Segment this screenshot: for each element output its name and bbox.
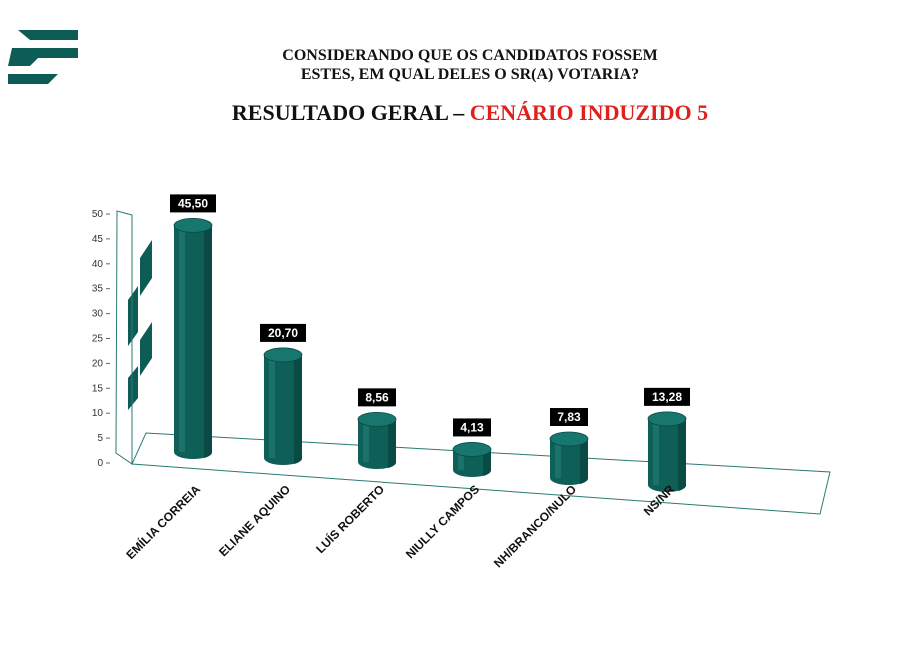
- data-label-bg: [453, 418, 491, 437]
- chart-axes: 0 5 10 15 20 25 30 35 40 45 50: [92, 209, 831, 515]
- bar: [173, 218, 213, 459]
- bar-shadow: [678, 418, 687, 491]
- wall-logo-mark-4: [128, 366, 138, 410]
- bar-body: [550, 439, 588, 485]
- data-label: 45,50: [178, 196, 208, 210]
- bar-shadow: [580, 439, 589, 484]
- bar: [647, 411, 687, 492]
- bar-top: [173, 218, 213, 233]
- wall-logo-mark-2: [128, 286, 138, 346]
- data-label-bg: [644, 387, 690, 406]
- y-tick-label: 35: [92, 284, 104, 295]
- category-label: ELIANE AQUINO: [216, 482, 293, 559]
- bar-body: [358, 419, 396, 469]
- chart-bars: [173, 218, 687, 492]
- result-title: RESULTADO GERAL – CENÁRIO INDUZIDO 5: [150, 100, 790, 126]
- bar-highlight: [179, 225, 185, 452]
- data-label-bg: [170, 194, 216, 213]
- bar: [549, 431, 589, 485]
- bar-shadow: [294, 354, 303, 464]
- question-title: CONSIDERANDO QUE OS CANDIDATOS FOSSEM ES…: [200, 46, 740, 84]
- y-tick-label: 50: [92, 209, 104, 220]
- bar-body: [453, 449, 491, 477]
- question-line-1: CONSIDERANDO QUE OS CANDIDATOS FOSSEM: [282, 47, 658, 64]
- bar-top: [452, 442, 492, 457]
- category-label: LUÍS ROBERTO: [313, 482, 388, 557]
- y-tick-label: 20: [92, 358, 104, 369]
- bar-highlight: [653, 418, 659, 485]
- y-tick-label: 0: [97, 458, 103, 469]
- bar-top: [263, 347, 303, 363]
- data-label-bg: [260, 323, 306, 342]
- y-tick-label: 25: [92, 334, 104, 345]
- brand-logo-icon: [8, 30, 78, 84]
- bar-highlight: [269, 354, 275, 458]
- wall-logo-mark-3: [140, 322, 152, 376]
- bar-top: [647, 411, 687, 427]
- data-label: 20,70: [268, 326, 298, 340]
- result-title-scenario: CENÁRIO INDUZIDO 5: [469, 100, 709, 125]
- bar-body: [174, 225, 212, 459]
- y-tick-label: 30: [92, 309, 104, 320]
- y-tick-label: 40: [92, 259, 104, 270]
- category-label: EMÍLIA CORREIA: [123, 481, 204, 562]
- category-label: NH/BRANCO/NULO: [491, 482, 579, 570]
- category-label: NIULLY CAMPOS: [403, 482, 482, 561]
- bar-highlight: [458, 449, 464, 470]
- bar-highlight: [555, 439, 561, 478]
- question-line-2: ESTES, EM QUAL DELES O SR(A) VOTARIA?: [300, 66, 640, 83]
- bar: [263, 347, 303, 465]
- chart-floor: [131, 432, 831, 515]
- bar-shadow: [483, 449, 492, 476]
- bar-top: [357, 411, 397, 427]
- y-tick-label: 45: [92, 234, 104, 245]
- result-title-main: RESULTADO GERAL –: [231, 100, 470, 125]
- bar-body: [264, 354, 302, 465]
- data-label: 7,83: [557, 410, 581, 424]
- data-label: 8,56: [365, 390, 389, 404]
- y-tick-label: 15: [92, 383, 104, 394]
- data-label-bg: [358, 388, 396, 407]
- y-tick-label: 10: [92, 408, 104, 419]
- bar-top: [549, 431, 589, 447]
- bar: [452, 442, 492, 477]
- data-label: 13,28: [652, 390, 682, 404]
- bar: [357, 411, 397, 469]
- bar-highlight: [363, 419, 369, 462]
- y-tick-label: 5: [97, 433, 103, 444]
- bar-shadow: [388, 419, 397, 468]
- wall-logo-mark-1: [140, 240, 152, 296]
- bar-shadow: [204, 225, 213, 458]
- data-label-bg: [550, 408, 588, 427]
- data-label: 4,13: [460, 420, 484, 434]
- bar-body: [648, 418, 686, 492]
